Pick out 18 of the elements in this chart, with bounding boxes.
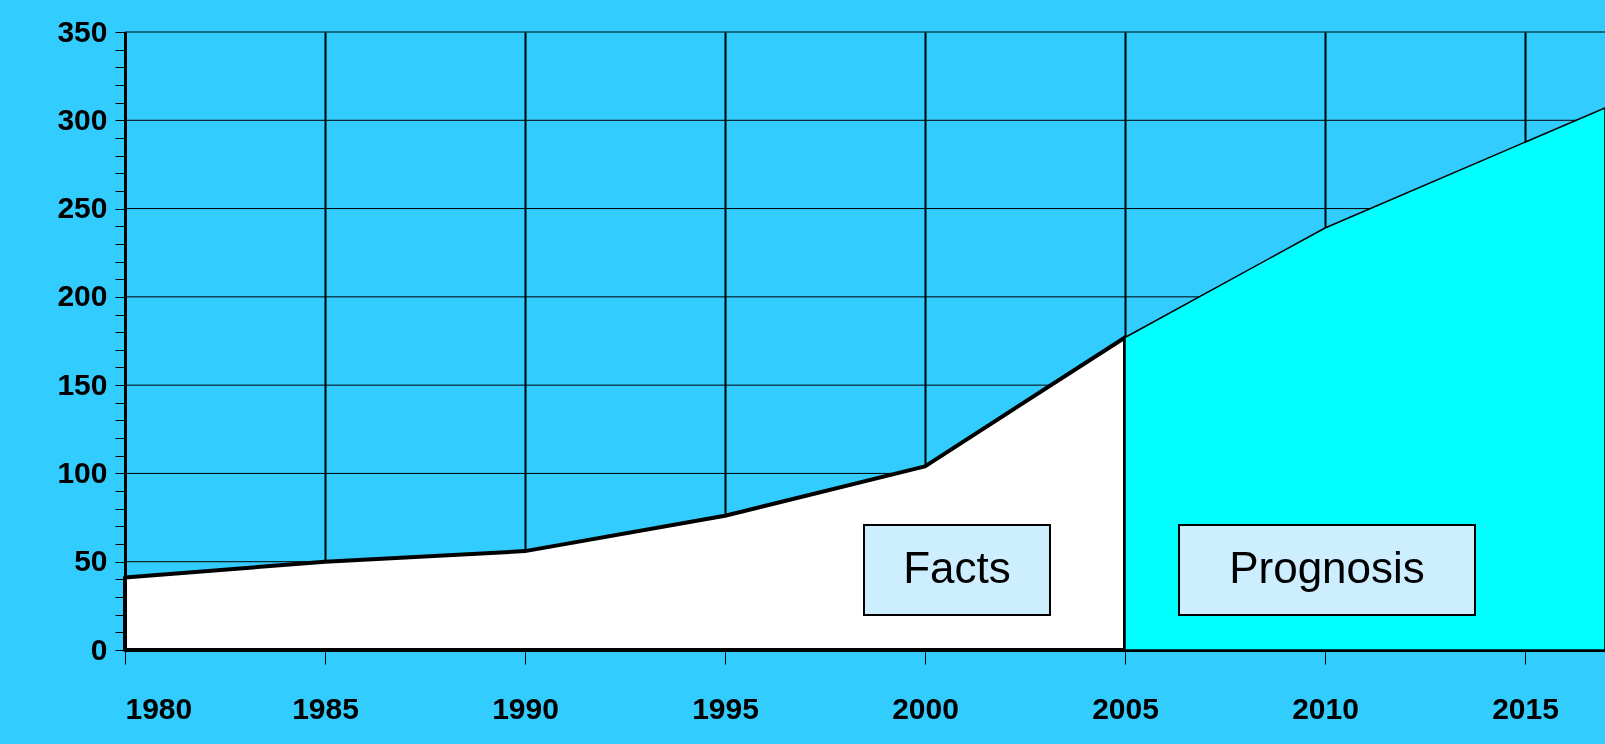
y-tick-label: 300 (57, 102, 108, 136)
y-tick-label: 100 (57, 455, 108, 489)
x-tick-label: 1985 (292, 691, 359, 725)
y-tick-label: 50 (74, 544, 108, 578)
y-tick-label: 250 (57, 191, 108, 225)
x-tick-label: 2000 (892, 691, 959, 725)
y-tick-label: 350 (57, 14, 108, 48)
series-label: Prognosis (1229, 543, 1425, 592)
x-tick-label: 1995 (692, 691, 759, 725)
y-tick-label: 200 (57, 279, 108, 313)
x-tick-label: 1980 (125, 691, 193, 725)
x-tick-label: 1990 (492, 691, 559, 725)
x-tick-label: 2005 (1092, 691, 1159, 725)
y-tick-label: 150 (57, 367, 108, 401)
x-tick-label: 2010 (1292, 691, 1359, 725)
y-tick-label: 0 (90, 632, 108, 666)
series-label: Facts (903, 543, 1011, 592)
x-tick-label: 2015 (1492, 691, 1559, 725)
